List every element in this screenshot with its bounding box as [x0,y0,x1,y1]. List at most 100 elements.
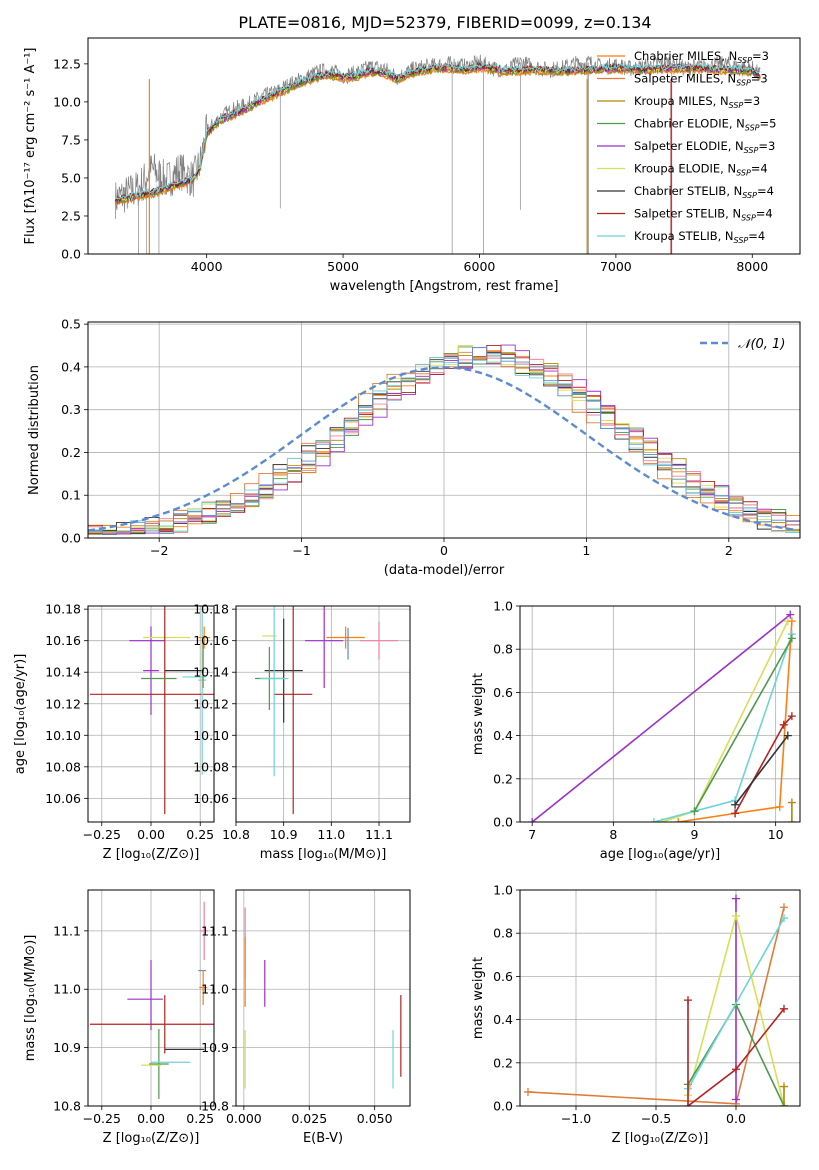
y-axis-label: mass [log₁₀(M/M⊙)] [23,935,38,1062]
x-tick-label: 0.000 [226,1111,262,1126]
x-tick-label: 0.025 [291,1111,327,1126]
y-tick-label: 0.3 [61,402,81,417]
weight-marker [780,1004,788,1013]
y-tick-label: 7.5 [61,132,81,147]
y-tick-label: 10.08 [193,759,229,774]
weight-marker [775,802,784,811]
weight-marker [780,1102,788,1106]
x-tick-label: 7000 [600,259,632,274]
y-tick-label: 11.0 [53,982,81,997]
x-tick-label: 0.050 [357,1111,393,1126]
legend-label: Chabrier STELIB, NSSP=4 [634,184,774,200]
legend-label: Kroupa STELIB, NSSP=4 [634,229,765,245]
plot-area [89,606,214,815]
legend-label: Chabrier MILES, NSSP=3 [634,49,769,65]
y-axis-label: Normed distribution [27,365,42,495]
x-tick-label: 0.25 [186,1111,214,1126]
model-line [114,63,761,204]
weight-vs-age-panel: 7 8 9 10 0.0 0.2 0.4 0.6 0.8 1.0 age [log₁₀(age/yr… [471,599,801,862]
x-tick-label: 0.00 [137,1111,165,1126]
y-tick-label: 10.18 [45,602,81,617]
weight-marker [787,712,796,721]
x-axis-label: mass [log₁₀(M/M⊙)] [260,847,387,862]
y-tick-label: 12.5 [53,56,81,71]
x-tick-label: 10 [768,827,784,842]
y-tick-label: 11.0 [201,982,229,997]
x-tick-label: 0 [440,543,448,558]
weight-marker [684,1102,692,1106]
legend-label: Chabrier ELODIE, NSSP=5 [634,117,776,133]
weight-marker [780,914,788,923]
y-axis-label: mass weight [471,673,486,755]
hist-step [88,347,800,535]
x-axis-label: (data-model)/error [384,563,505,578]
legend: 𝒩(0, 1) [700,337,785,352]
y-tick-label: 0.5 [61,317,81,332]
y-tick-label: 10.8 [53,1099,81,1114]
x-tick-label: 7 [528,827,536,842]
x-tick-label: 10.8 [222,827,250,842]
model-line [115,64,761,205]
x-tick-label: −2 [150,543,168,558]
y-tick-label: 10.12 [45,696,81,711]
plot-area [89,901,214,1099]
y-tick-label: 10.16 [193,633,229,648]
legend-label: 𝒩(0, 1) [738,337,785,352]
weight-marker [690,807,699,816]
grid [520,605,800,823]
legend-label: Kroupa ELODIE, NSSP=4 [634,162,768,178]
weight-line [661,620,789,822]
y-tick-label: 11.1 [53,923,81,938]
y-axis-label: mass weight [471,957,486,1039]
x-tick-label: 2 [725,543,733,558]
x-axis-label: wavelength [Angstrom, rest frame] [330,279,559,294]
legend-label: Salpeter ELODIE, NSSP=3 [634,139,775,155]
grid [520,889,800,1107]
x-tick-label: 10.9 [270,827,298,842]
legend-label: Salpeter MILES, NSSP=3 [634,72,768,88]
weight-marker [780,903,788,912]
y-tick-label: 10.08 [45,759,81,774]
x-tick-label: −0.5 [641,1111,671,1126]
plot-area [255,606,399,815]
x-tick-label: 9 [691,827,699,842]
x-tick-label: 11.1 [365,827,393,842]
y-tick-label: 10.9 [53,1040,81,1055]
weight-marker [787,634,796,643]
model-line [114,61,761,200]
y-tick-label: 1.0 [493,883,513,898]
weight-line [678,621,793,822]
weight-line [734,735,789,806]
weight-marker [779,720,788,729]
figure-title: PLATE=0816, MJD=52379, FIBERID=0099, z=0… [238,13,651,32]
weight-marker [524,1087,532,1096]
y-tick-label: 11.1 [201,923,229,938]
axes-frame [87,37,801,255]
x-tick-label: 5000 [327,259,359,274]
mass-vs-EBV-panel: 0.000 0.025 0.050 10.8 10.9 11.0 11.1 E(B-V) [201,889,411,1146]
weight-marker [787,617,796,626]
x-axis-label: Z [log₁₀(Z/Z⊙)] [612,1131,709,1146]
x-tick-label: 8000 [736,259,768,274]
x-tick-label: −1.0 [561,1111,591,1126]
x-tick-label: 0.00 [137,827,165,842]
weight-line [693,638,793,812]
weight-marker [732,894,740,903]
plot-area [88,344,800,535]
weight-line [687,917,785,1090]
legend: Chabrier MILES, NSSP=3 Salpeter MILES, NS… [597,49,776,245]
axes-frame [519,605,801,823]
x-tick-label: 1 [582,543,590,558]
y-tick-label: 0.2 [61,445,81,460]
legend-label: Salpeter STELIB, NSSP=4 [634,207,773,223]
y-tick-label: 10.9 [201,1040,229,1055]
axes-frame [235,889,411,1107]
weight-marker [732,1095,740,1104]
y-tick-label: 0.4 [61,359,81,374]
y-tick-label: 0.4 [493,728,513,743]
grid [236,890,410,1107]
mass-vs-Z-panel: −0.25 0.00 0.25 10.8 10.9 11.0 11.1 Z [log₁₀(Z/… [23,889,215,1146]
axes-frame [87,605,215,823]
x-tick-label: 0.0 [726,1111,746,1126]
